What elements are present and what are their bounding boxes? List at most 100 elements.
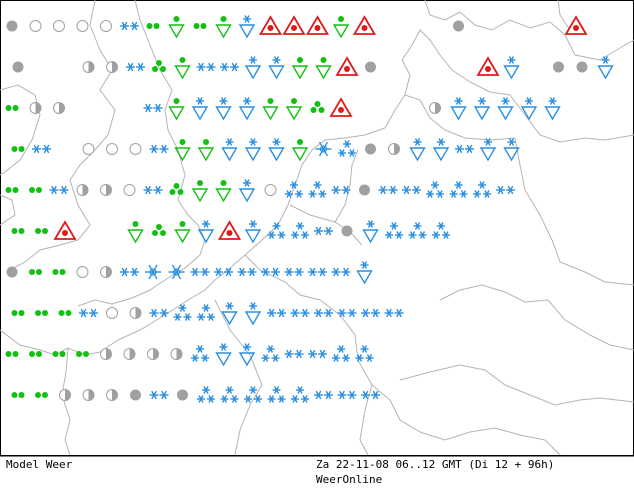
cloudy-icon xyxy=(6,20,18,32)
rain-icon xyxy=(52,269,66,275)
snow-icon xyxy=(237,267,257,277)
partly-icon xyxy=(147,348,159,360)
thunder-icon xyxy=(258,15,283,35)
snow-shower-icon xyxy=(544,97,561,121)
snow-icon xyxy=(378,185,398,195)
snow-icon xyxy=(361,308,380,318)
snow-shower-icon xyxy=(238,15,256,39)
partly-icon xyxy=(388,143,400,155)
cloudy-icon xyxy=(341,225,353,237)
heavy-snow-icon xyxy=(385,222,403,239)
cloudy-icon xyxy=(553,61,564,73)
rain-icon xyxy=(193,23,207,29)
snow-icon xyxy=(337,308,357,318)
rain-shower-icon xyxy=(215,180,232,203)
rain-icon xyxy=(29,351,42,357)
snow-shower-icon xyxy=(238,97,256,121)
rain-shower-icon xyxy=(332,16,350,39)
heavy-snow-icon xyxy=(267,222,286,239)
heavy-snow-icon xyxy=(244,386,262,403)
snow-icon xyxy=(314,390,333,400)
rain-shower-icon xyxy=(168,98,185,121)
cloudy-icon xyxy=(12,61,24,73)
snow-shower-icon xyxy=(503,56,520,80)
heavy-snow-icon xyxy=(332,345,350,362)
heavy-snow-icon xyxy=(449,181,468,198)
rain-shower-icon xyxy=(191,180,209,203)
rain-icon xyxy=(35,228,48,234)
snow-shower-icon xyxy=(238,343,256,367)
snow-icon xyxy=(126,62,145,72)
heavy-snow-icon xyxy=(285,181,303,198)
snow-icon xyxy=(384,308,404,318)
snow-shower-icon xyxy=(432,138,450,162)
heavy-snow-icon xyxy=(173,304,192,321)
rain-shower-icon xyxy=(168,16,185,39)
rain-icon xyxy=(58,310,72,316)
rain-shower-icon xyxy=(174,139,191,162)
snow-shower-icon xyxy=(597,56,614,80)
clear-icon xyxy=(264,184,277,196)
rain-shower-icon xyxy=(262,98,279,121)
snow-icon xyxy=(308,267,327,277)
heavy-snow-icon xyxy=(261,345,280,362)
cloudy-icon xyxy=(576,61,588,73)
source-label: WeerOnline xyxy=(316,473,383,486)
heavy-snow-icon xyxy=(338,140,356,157)
snow-shower-icon xyxy=(191,97,209,121)
rain-icon xyxy=(11,228,25,234)
snowflake-icon xyxy=(168,264,185,280)
snow-icon xyxy=(120,21,139,31)
rain-icon xyxy=(29,187,42,193)
clear-icon xyxy=(76,20,89,32)
snow-shower-icon xyxy=(268,138,285,162)
snow-shower-icon xyxy=(244,220,262,244)
snow-icon xyxy=(284,349,304,359)
rain-shower-icon xyxy=(285,98,303,121)
weather-symbols xyxy=(5,15,614,403)
snow-icon xyxy=(267,308,286,318)
heavy-snow-icon xyxy=(191,345,209,362)
snow-shower-icon xyxy=(503,138,520,162)
hail-shower-icon xyxy=(152,224,166,236)
rain-shower-icon xyxy=(291,139,309,162)
snow-icon xyxy=(308,349,327,359)
partly-icon xyxy=(82,61,95,73)
snowflake-icon xyxy=(315,141,332,157)
partly-icon xyxy=(429,102,441,114)
snow-icon xyxy=(331,267,351,277)
snow-icon xyxy=(149,308,169,318)
partly-icon xyxy=(106,389,118,401)
snow-icon xyxy=(290,308,310,318)
snow-icon xyxy=(214,267,233,277)
rain-icon xyxy=(11,310,25,316)
rain-shower-icon xyxy=(291,57,309,80)
snowflake-icon xyxy=(145,264,161,280)
snow-icon xyxy=(220,62,239,72)
rain-shower-icon xyxy=(215,16,232,39)
snow-icon xyxy=(337,390,357,400)
snow-icon xyxy=(361,390,380,400)
thunder-icon xyxy=(564,15,588,35)
snow-shower-icon xyxy=(244,302,262,326)
snow-icon xyxy=(331,185,351,195)
rain-icon xyxy=(146,23,160,29)
snow-icon xyxy=(32,144,51,154)
thunder-icon xyxy=(282,15,306,35)
cloudy-icon xyxy=(365,143,376,155)
snow-icon xyxy=(196,62,216,72)
partly-icon xyxy=(100,266,112,278)
snow-shower-icon xyxy=(409,138,426,162)
partly-icon xyxy=(129,307,142,319)
partly-icon xyxy=(100,348,112,360)
clear-icon xyxy=(106,307,118,319)
heavy-snow-icon xyxy=(291,386,309,403)
rain-icon xyxy=(11,146,25,152)
heavy-snow-icon xyxy=(197,304,215,321)
partly-icon xyxy=(53,102,65,114)
snow-icon xyxy=(143,185,163,195)
clear-icon xyxy=(53,20,65,32)
snow-icon xyxy=(496,185,515,195)
snow-shower-icon xyxy=(479,138,497,162)
